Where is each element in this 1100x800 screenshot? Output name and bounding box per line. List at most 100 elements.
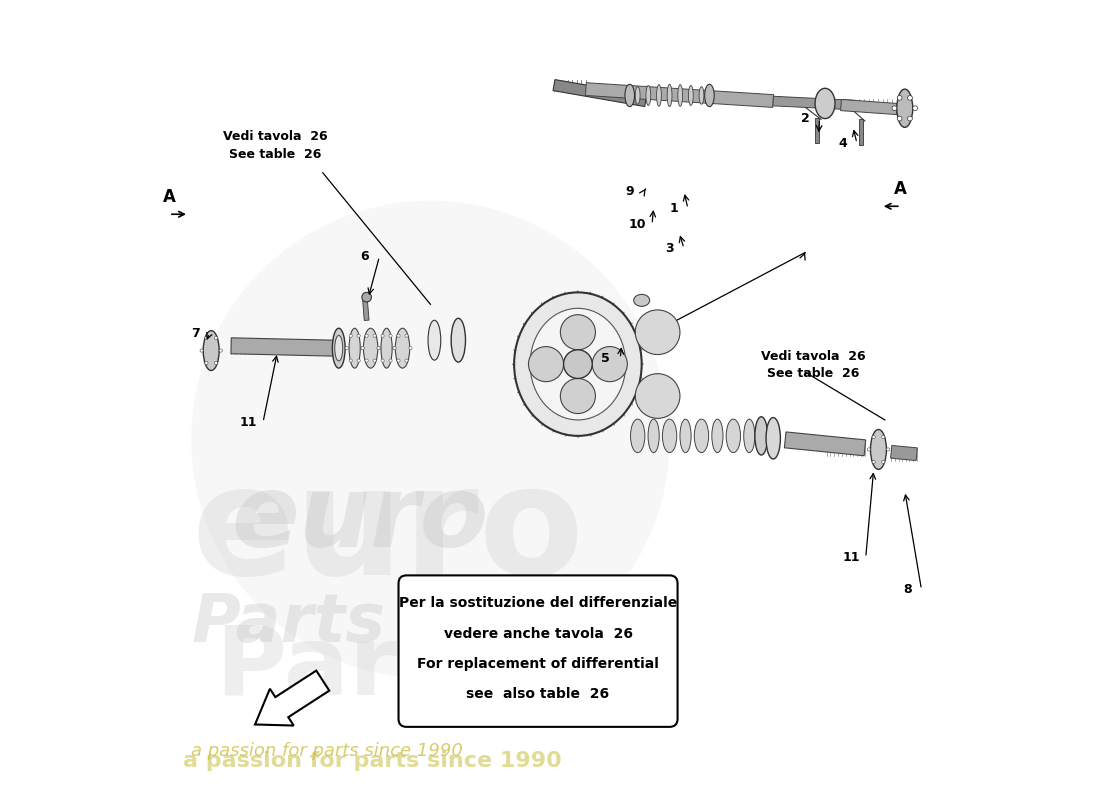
Ellipse shape (428, 320, 441, 360)
Text: See table  26: See table 26 (229, 148, 321, 161)
Circle shape (389, 359, 392, 362)
Polygon shape (773, 96, 854, 110)
Text: 7: 7 (191, 326, 199, 339)
Ellipse shape (815, 88, 835, 118)
Ellipse shape (349, 328, 361, 368)
Circle shape (365, 359, 369, 362)
Ellipse shape (451, 318, 465, 362)
Polygon shape (363, 300, 368, 321)
Circle shape (361, 346, 364, 350)
Circle shape (373, 359, 376, 362)
Ellipse shape (363, 328, 377, 368)
Ellipse shape (694, 419, 708, 453)
Circle shape (881, 435, 884, 438)
Circle shape (528, 346, 563, 382)
Circle shape (393, 346, 396, 350)
Text: 4: 4 (838, 137, 847, 150)
Ellipse shape (634, 294, 650, 306)
Ellipse shape (334, 335, 343, 361)
Text: A: A (894, 180, 908, 198)
Circle shape (636, 374, 680, 418)
Circle shape (560, 314, 595, 350)
Ellipse shape (204, 330, 219, 370)
Circle shape (563, 350, 592, 378)
FancyArrow shape (255, 670, 329, 726)
Circle shape (898, 95, 902, 100)
Text: Parts: Parts (216, 622, 502, 715)
Circle shape (361, 346, 364, 350)
Text: 2: 2 (801, 112, 810, 125)
Ellipse shape (514, 292, 641, 436)
Circle shape (349, 359, 352, 362)
Ellipse shape (755, 417, 768, 455)
Polygon shape (231, 338, 334, 356)
Circle shape (592, 346, 627, 382)
Ellipse shape (896, 89, 913, 127)
Text: 8: 8 (903, 583, 912, 596)
Circle shape (389, 334, 392, 338)
Text: For replacement of differential: For replacement of differential (417, 657, 659, 671)
Circle shape (560, 378, 595, 414)
Circle shape (898, 116, 902, 121)
Circle shape (887, 448, 890, 451)
Text: euro: euro (231, 471, 488, 568)
Text: 5: 5 (602, 352, 610, 365)
Ellipse shape (678, 85, 683, 106)
Ellipse shape (662, 419, 676, 453)
Text: a passion for parts since 1990: a passion for parts since 1990 (191, 742, 463, 760)
Ellipse shape (636, 86, 640, 104)
Text: 1: 1 (669, 202, 678, 215)
Circle shape (405, 359, 408, 362)
Circle shape (214, 337, 218, 340)
Ellipse shape (870, 430, 887, 470)
Ellipse shape (381, 328, 393, 368)
Circle shape (636, 310, 680, 354)
Ellipse shape (700, 86, 704, 104)
Polygon shape (891, 446, 917, 461)
Circle shape (362, 292, 372, 302)
Circle shape (881, 460, 884, 463)
Circle shape (913, 106, 917, 110)
Text: Per la sostituzione del differenziale: Per la sostituzione del differenziale (399, 596, 678, 610)
Polygon shape (585, 82, 773, 107)
Ellipse shape (668, 84, 672, 106)
Polygon shape (840, 99, 898, 114)
Polygon shape (784, 432, 866, 456)
Ellipse shape (530, 308, 626, 420)
Circle shape (205, 362, 208, 365)
Ellipse shape (744, 419, 755, 453)
Circle shape (393, 346, 396, 350)
FancyBboxPatch shape (398, 575, 678, 727)
Ellipse shape (705, 84, 714, 106)
Circle shape (214, 362, 218, 365)
Ellipse shape (689, 86, 693, 106)
Text: vedere anche tavola  26: vedere anche tavola 26 (443, 626, 632, 641)
Circle shape (365, 334, 369, 338)
Circle shape (872, 460, 876, 463)
Circle shape (191, 201, 670, 679)
Ellipse shape (648, 419, 659, 453)
Text: Vedi tavola  26: Vedi tavola 26 (222, 130, 328, 143)
Circle shape (381, 334, 384, 338)
Text: See table  26: See table 26 (767, 367, 859, 380)
Ellipse shape (625, 84, 635, 106)
Text: see  also table  26: see also table 26 (466, 687, 609, 701)
Text: a passion for parts since 1990: a passion for parts since 1990 (184, 750, 562, 770)
Ellipse shape (680, 419, 691, 453)
Ellipse shape (332, 328, 345, 368)
Text: Parts: Parts (191, 590, 385, 656)
Text: 11: 11 (240, 416, 257, 429)
Circle shape (200, 349, 204, 352)
Circle shape (205, 337, 208, 340)
Circle shape (867, 448, 870, 451)
Circle shape (405, 334, 408, 338)
Ellipse shape (657, 85, 661, 106)
Polygon shape (815, 118, 820, 143)
Ellipse shape (712, 419, 723, 453)
Circle shape (409, 346, 412, 350)
Text: A: A (163, 188, 175, 206)
Circle shape (377, 346, 381, 350)
Circle shape (377, 346, 381, 350)
Circle shape (381, 359, 384, 362)
Circle shape (397, 334, 400, 338)
